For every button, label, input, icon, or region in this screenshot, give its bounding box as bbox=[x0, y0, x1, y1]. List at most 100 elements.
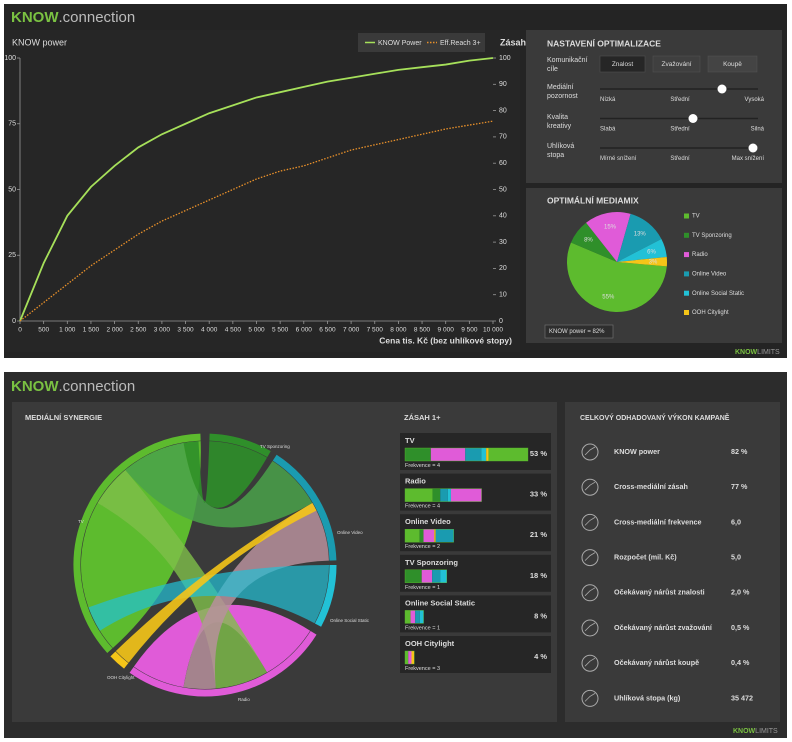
x-tick-label: 10 000 bbox=[483, 327, 503, 334]
x-tick-label: 7 000 bbox=[343, 327, 360, 334]
reach-bar-segment bbox=[419, 610, 424, 624]
row-icon-detail bbox=[584, 622, 596, 632]
goal-label: Komunikační cíle bbox=[547, 57, 588, 73]
pie-slice bbox=[586, 212, 631, 262]
row-label: Rozpočet (mil. Kč) bbox=[614, 553, 677, 562]
y2-tick-label: 90 bbox=[499, 81, 507, 88]
reach-item-name: Online Social Static bbox=[405, 598, 475, 607]
y-tick-label: 100 bbox=[4, 55, 16, 62]
x-tick-label: 6 000 bbox=[296, 327, 313, 334]
slider-tick-label: Střední bbox=[670, 97, 690, 103]
row-icon bbox=[581, 689, 599, 707]
x-axis-title: Cena tis. Kč (bez uhlíkové stopy) bbox=[379, 335, 512, 345]
slider-tick-label: Nízká bbox=[600, 97, 616, 103]
goal-button-label: Zvažování bbox=[662, 61, 692, 68]
slider-knob[interactable] bbox=[717, 84, 727, 94]
row-icon bbox=[581, 443, 599, 461]
y2-axis-title: Zásah bbox=[500, 37, 526, 47]
x-tick-label: 5 000 bbox=[248, 327, 265, 334]
pie-slice bbox=[567, 242, 667, 312]
row-value: 6,0 bbox=[731, 517, 741, 526]
reach-bar bbox=[404, 569, 447, 583]
x-tick-label: 2 500 bbox=[130, 327, 147, 334]
x-tick-label: 6 500 bbox=[319, 327, 336, 334]
reach-bar-segment bbox=[421, 569, 433, 583]
x-tick-label: 1 500 bbox=[83, 327, 100, 334]
row-icon-detail bbox=[584, 693, 596, 702]
reach-bar-segment bbox=[465, 448, 482, 461]
row-icon-detail bbox=[584, 481, 596, 491]
settings-card bbox=[526, 30, 782, 183]
goal-button[interactable] bbox=[599, 55, 646, 73]
reach-bar-segment bbox=[430, 448, 466, 461]
legend-label: OOH Citylight bbox=[692, 310, 729, 316]
legend-swatch bbox=[684, 252, 689, 258]
reach-bar-segment bbox=[419, 529, 424, 543]
row-value: 0,5 % bbox=[731, 623, 750, 632]
goal-button-label: Koupě bbox=[723, 61, 742, 68]
y-tick-label: 75 bbox=[8, 121, 16, 128]
slider-knob[interactable] bbox=[688, 114, 698, 123]
chord-ribbon bbox=[183, 503, 329, 689]
chord-ribbon bbox=[97, 470, 267, 689]
row-icon-detail bbox=[584, 587, 596, 597]
chord-label: Radio bbox=[238, 697, 250, 702]
row-label: Uhlíková stopa (kg) bbox=[614, 693, 681, 702]
slider-label: Kvalita kreativy bbox=[547, 113, 572, 130]
goal-button[interactable] bbox=[707, 55, 758, 73]
x-tick-label: 2 000 bbox=[106, 327, 123, 334]
row-label: Cross-mediální frekvence bbox=[614, 517, 702, 526]
settings-title: NASTAVENÍ OPTIMALIZACE bbox=[547, 38, 661, 48]
performance-title: CELKOVÝ ODHADOVANÝ VÝKON KAMPANĚ bbox=[580, 413, 730, 422]
slider-label: Uhlíková stopa bbox=[547, 143, 575, 159]
reach-bar-segment bbox=[432, 488, 441, 502]
slice-label: 3% bbox=[649, 259, 658, 265]
chord-group-arc bbox=[110, 651, 129, 669]
chord-ribbon bbox=[133, 604, 311, 688]
reach-value: 8 % bbox=[534, 611, 547, 620]
slider-tick-label: Max snížení bbox=[732, 156, 765, 162]
row-icon-detail bbox=[584, 517, 596, 526]
row-icon bbox=[581, 619, 599, 637]
x-tick-label: 3 500 bbox=[177, 327, 194, 334]
row-label: Cross-mediální zásah bbox=[614, 482, 688, 491]
legend-label: KNOW Power bbox=[378, 40, 422, 47]
brand-bold: KNOW bbox=[11, 9, 59, 26]
legend-swatch bbox=[684, 310, 689, 315]
row-icon bbox=[581, 584, 599, 602]
chord-ribbon bbox=[183, 441, 267, 508]
reach-frequency: Frekvence = 1 bbox=[405, 585, 440, 591]
row-value: 0,4 % bbox=[731, 658, 750, 667]
y2-tick-label: 10 bbox=[499, 292, 507, 299]
brand-suffix: .connection bbox=[59, 378, 136, 395]
reach-bar-segment bbox=[405, 529, 420, 543]
legend-swatch bbox=[684, 232, 689, 238]
reach-item-box bbox=[400, 636, 551, 673]
legend-label: TV bbox=[692, 214, 700, 220]
chord-label: Online Social Static bbox=[330, 618, 370, 623]
chord-group-arc bbox=[272, 454, 337, 561]
legend-box bbox=[358, 33, 485, 52]
goal-button[interactable] bbox=[652, 55, 701, 73]
slider-tick-label: Střední bbox=[670, 156, 690, 162]
chord-group-arc bbox=[73, 433, 201, 653]
reach-bar-segment bbox=[410, 610, 416, 624]
x-tick-label: 4 500 bbox=[225, 327, 242, 334]
chord-label: TV Sponzoring bbox=[260, 444, 290, 449]
brand: KNOW.connection bbox=[11, 9, 135, 26]
slider-tick-label: Vysoká bbox=[745, 97, 765, 103]
slider-tick-label: Slabá bbox=[600, 127, 616, 133]
goal-button-label: Znalost bbox=[612, 61, 634, 68]
legend-swatch bbox=[684, 213, 689, 219]
row-icon-detail bbox=[584, 552, 596, 561]
annotation-box bbox=[544, 324, 614, 339]
reach-frequency: Frekvence = 4 bbox=[405, 504, 440, 510]
row-icon bbox=[581, 513, 599, 531]
slider-knob[interactable] bbox=[748, 143, 758, 153]
synergy-title: MEDIÁLNÍ SYNERGIE bbox=[25, 413, 102, 422]
footer-logo: KNOWLIMITS bbox=[733, 728, 778, 735]
legend-swatch bbox=[684, 290, 689, 296]
reach-bar-segment bbox=[423, 529, 435, 543]
slider-label: Mediální pozornost bbox=[547, 84, 578, 100]
reach-bar-segment bbox=[411, 651, 415, 664]
